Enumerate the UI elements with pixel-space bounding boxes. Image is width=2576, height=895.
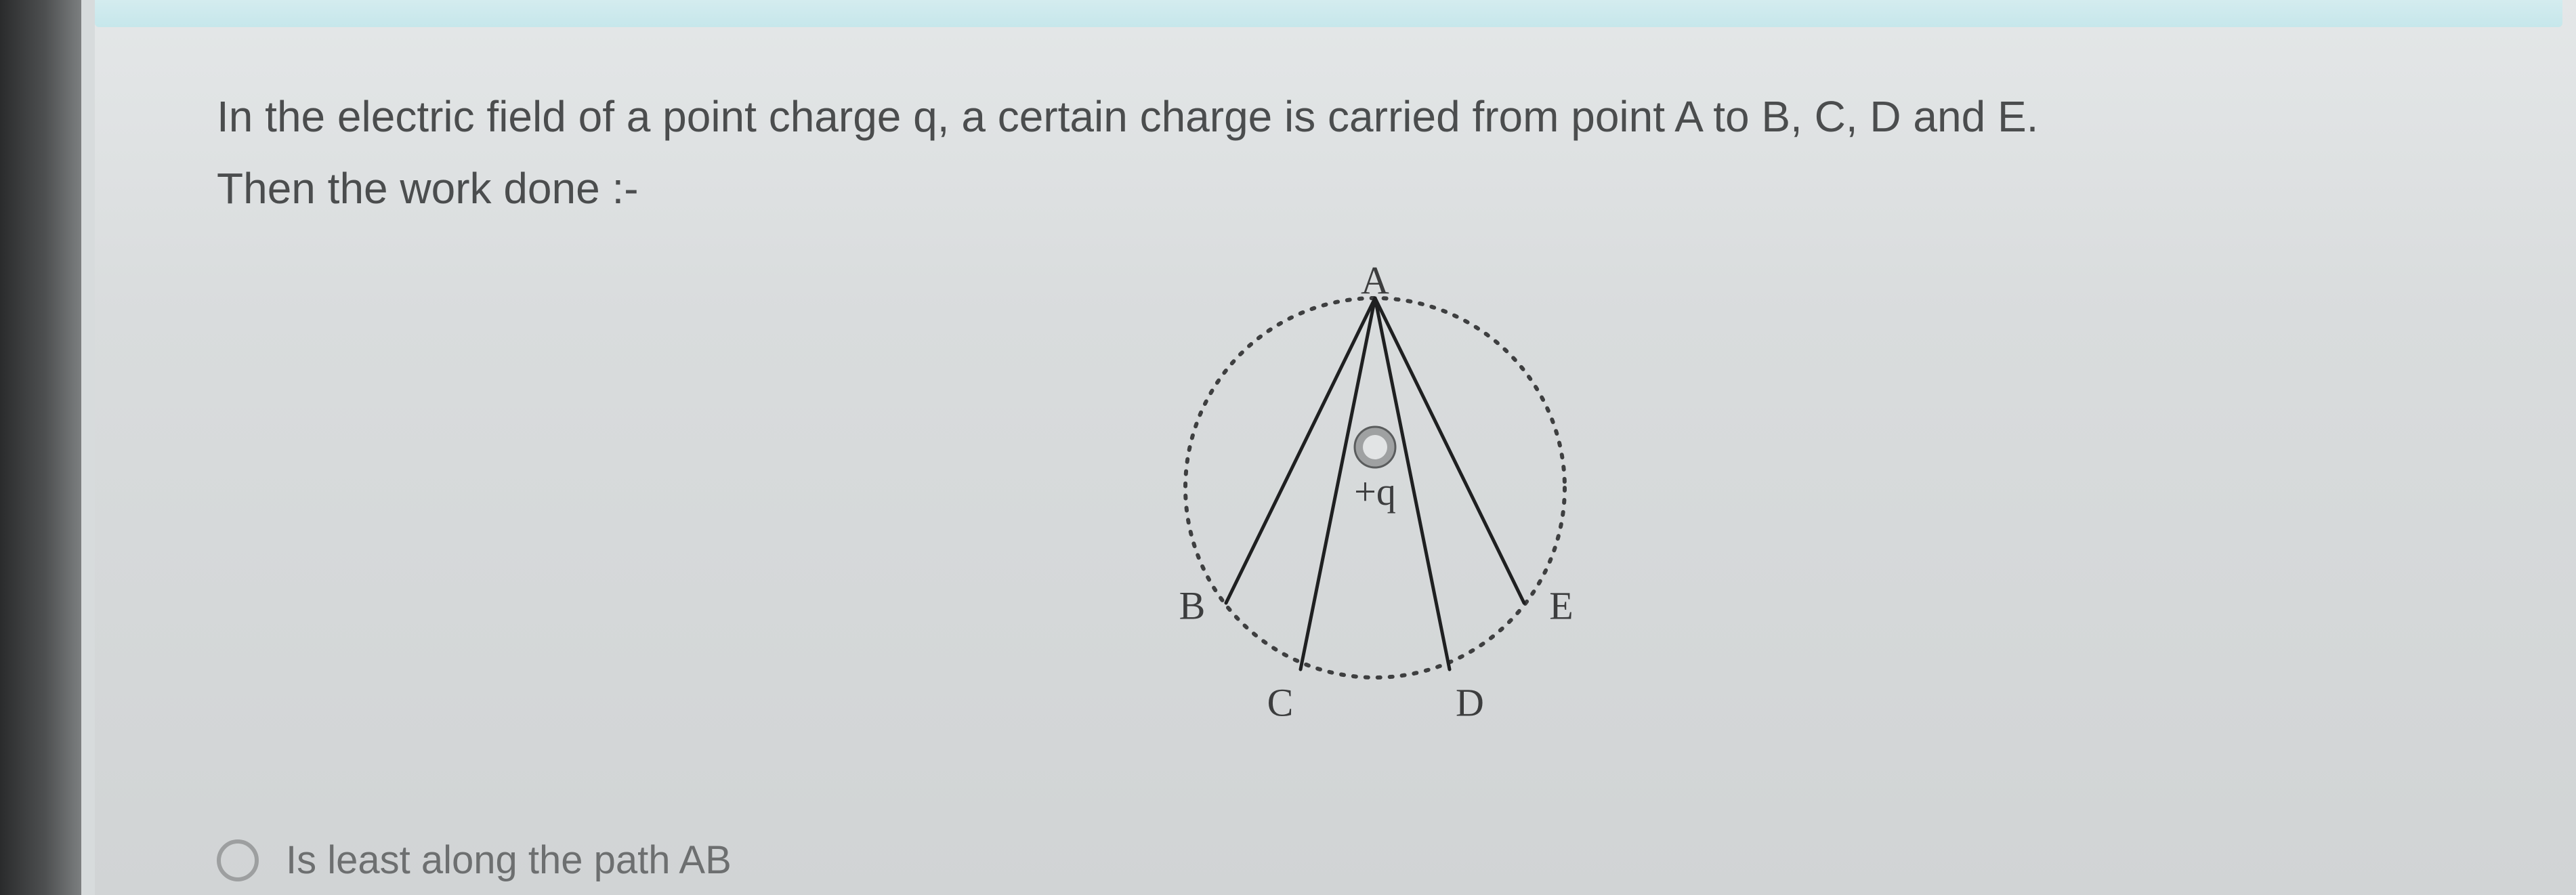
point-label-C: C: [1267, 680, 1294, 724]
question-text: In the electric field of a point charge …: [217, 81, 2495, 224]
question-line-2: Then the work done :-: [217, 164, 639, 213]
option-row[interactable]: Is least along the path AB: [217, 837, 732, 883]
point-label-A: A: [1361, 258, 1389, 302]
point-label-B: B: [1179, 583, 1206, 627]
page-left-edge: [0, 0, 81, 895]
diagram: +q A B C D E: [1131, 244, 1619, 732]
point-label-D: D: [1456, 680, 1484, 724]
chord-A-B: [1226, 298, 1375, 603]
option-text: Is least along the path AB: [286, 837, 732, 883]
center-charge-inner: [1363, 435, 1387, 459]
point-label-E: E: [1549, 583, 1573, 627]
question-line-1: In the electric field of a point charge …: [217, 92, 2038, 141]
center-charge-label: +q: [1354, 470, 1396, 514]
radio-icon[interactable]: [217, 839, 259, 881]
top-ribbon: [95, 0, 2562, 27]
diagram-svg: +q A B C D E: [1131, 244, 1619, 732]
chord-A-E: [1375, 298, 1524, 603]
